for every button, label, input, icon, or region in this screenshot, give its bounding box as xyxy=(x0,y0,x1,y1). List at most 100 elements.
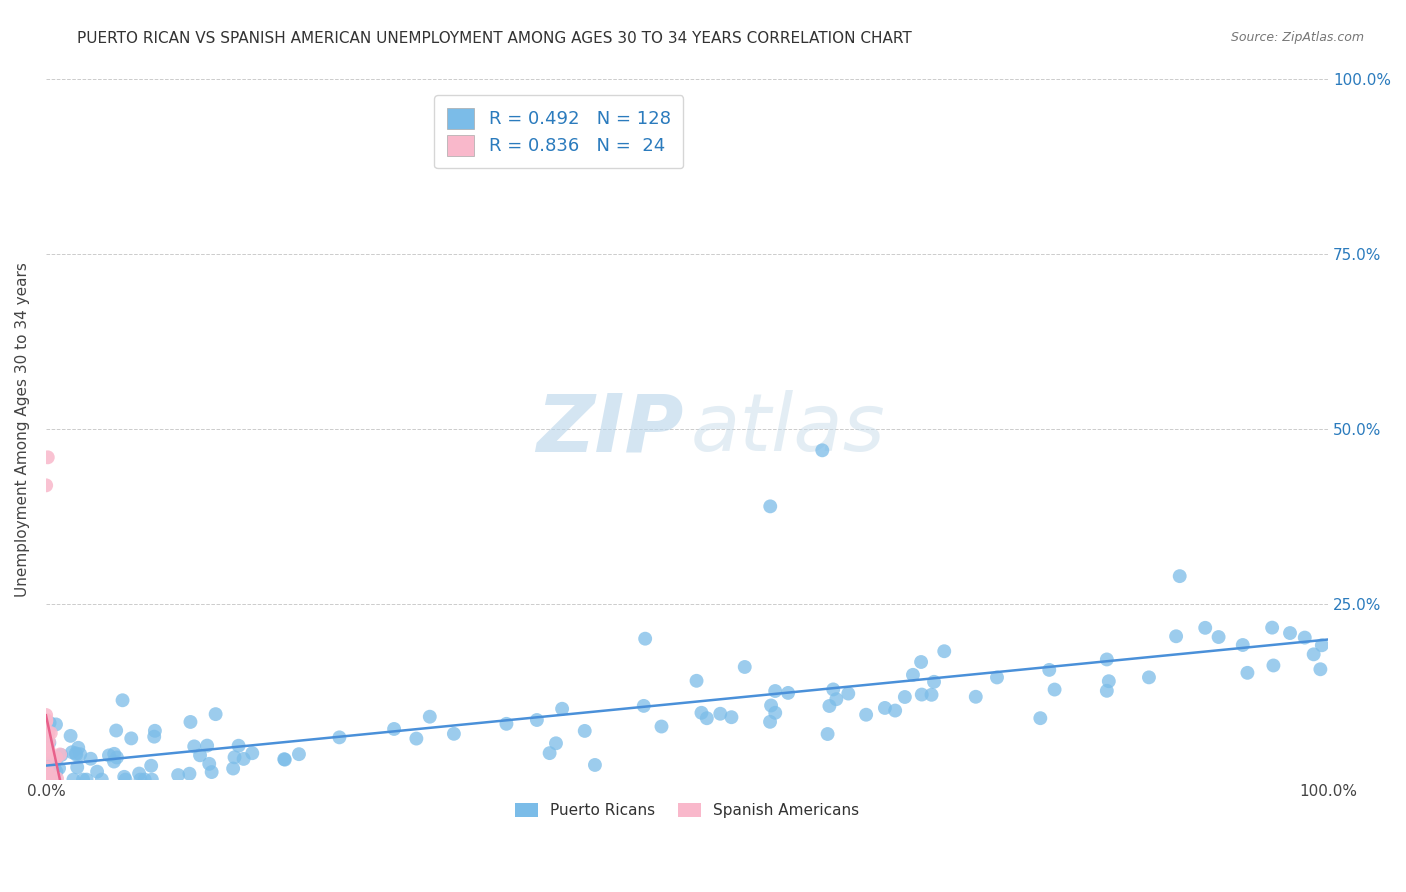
Point xyxy=(51,747,73,762)
Point xyxy=(65,747,87,761)
Point xyxy=(910,655,932,669)
Point xyxy=(35,753,58,767)
Point xyxy=(60,745,83,759)
Point xyxy=(167,768,190,782)
Point xyxy=(837,687,859,701)
Point xyxy=(419,709,441,723)
Point xyxy=(690,706,713,720)
Point xyxy=(204,707,226,722)
Point xyxy=(141,772,163,787)
Point xyxy=(1310,638,1333,652)
Point xyxy=(405,731,427,746)
Text: atlas: atlas xyxy=(690,391,886,468)
Point xyxy=(382,722,405,736)
Point xyxy=(37,760,59,774)
Point xyxy=(37,726,59,740)
Point xyxy=(179,714,201,729)
Point xyxy=(35,762,58,776)
Point xyxy=(179,766,201,780)
Point xyxy=(48,761,70,775)
Point xyxy=(35,714,58,729)
Point xyxy=(97,748,120,763)
Point xyxy=(1168,569,1191,583)
Point xyxy=(35,756,58,771)
Point xyxy=(495,716,517,731)
Point xyxy=(1279,626,1302,640)
Point xyxy=(823,682,845,697)
Point xyxy=(105,723,128,738)
Point xyxy=(141,758,163,772)
Point xyxy=(1294,631,1316,645)
Point xyxy=(41,769,63,783)
Point xyxy=(1029,711,1052,725)
Point xyxy=(986,670,1008,684)
Point xyxy=(103,755,125,769)
Point xyxy=(195,739,218,753)
Point xyxy=(818,698,841,713)
Point xyxy=(1038,663,1060,677)
Point xyxy=(111,693,134,707)
Point xyxy=(76,772,98,787)
Point xyxy=(35,761,58,775)
Point xyxy=(873,701,896,715)
Point xyxy=(759,698,782,713)
Point xyxy=(35,727,58,741)
Point xyxy=(1309,662,1331,676)
Point xyxy=(685,673,707,688)
Y-axis label: Unemployment Among Ages 30 to 34 years: Unemployment Among Ages 30 to 34 years xyxy=(15,262,30,597)
Point xyxy=(720,710,742,724)
Point xyxy=(273,752,295,766)
Point xyxy=(80,752,103,766)
Point xyxy=(188,748,211,763)
Point xyxy=(901,668,924,682)
Point xyxy=(86,764,108,779)
Point xyxy=(39,763,62,777)
Point xyxy=(274,753,297,767)
Point xyxy=(49,747,72,762)
Legend: Puerto Ricans, Spanish Americans: Puerto Ricans, Spanish Americans xyxy=(509,797,865,824)
Point xyxy=(44,772,66,787)
Point xyxy=(1302,648,1324,662)
Point xyxy=(183,739,205,754)
Point xyxy=(72,772,94,787)
Point xyxy=(44,761,66,775)
Point xyxy=(41,772,63,787)
Point xyxy=(143,730,166,744)
Point xyxy=(1208,630,1230,644)
Point xyxy=(35,726,58,740)
Point xyxy=(734,660,756,674)
Point xyxy=(66,760,89,774)
Point xyxy=(817,727,839,741)
Point xyxy=(763,706,786,720)
Point xyxy=(759,714,782,729)
Point xyxy=(35,772,58,787)
Point xyxy=(134,772,156,787)
Point xyxy=(825,692,848,706)
Point xyxy=(922,674,945,689)
Point xyxy=(1098,674,1121,689)
Point xyxy=(551,702,574,716)
Point xyxy=(855,707,877,722)
Point xyxy=(222,762,245,776)
Point xyxy=(443,727,465,741)
Point xyxy=(37,742,59,756)
Point xyxy=(38,772,60,787)
Point xyxy=(37,772,59,787)
Point xyxy=(129,772,152,787)
Point xyxy=(921,688,943,702)
Point xyxy=(778,686,800,700)
Point xyxy=(328,731,350,745)
Point xyxy=(35,713,58,727)
Point xyxy=(128,766,150,780)
Point xyxy=(45,750,67,764)
Point xyxy=(934,644,956,658)
Point xyxy=(709,706,731,721)
Point xyxy=(38,736,60,750)
Point xyxy=(67,740,90,755)
Point xyxy=(965,690,987,704)
Point xyxy=(583,758,606,772)
Point xyxy=(1043,682,1066,697)
Point xyxy=(1166,629,1188,643)
Point xyxy=(35,746,58,760)
Point xyxy=(38,715,60,730)
